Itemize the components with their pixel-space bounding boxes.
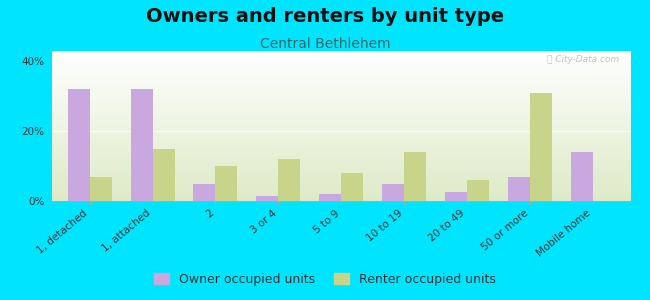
Bar [530,93,552,201]
Bar [68,89,90,201]
Text: Owners and renters by unit type: Owners and renters by unit type [146,8,504,26]
Text: ⓘ City-Data.com: ⓘ City-Data.com [547,56,619,64]
Bar [90,177,112,201]
Bar [153,149,175,201]
Bar [194,184,216,201]
Bar [445,192,467,201]
Bar [508,177,530,201]
Text: Central Bethlehem: Central Bethlehem [260,38,390,52]
Bar [256,196,278,201]
Bar [278,159,300,201]
Bar [341,173,363,201]
Bar [382,184,404,201]
Bar [131,89,153,201]
Legend: Owner occupied units, Renter occupied units: Owner occupied units, Renter occupied un… [149,268,501,291]
Bar [467,180,489,201]
Bar [404,152,426,201]
Bar [319,194,341,201]
Bar [216,166,237,201]
Bar [571,152,593,201]
